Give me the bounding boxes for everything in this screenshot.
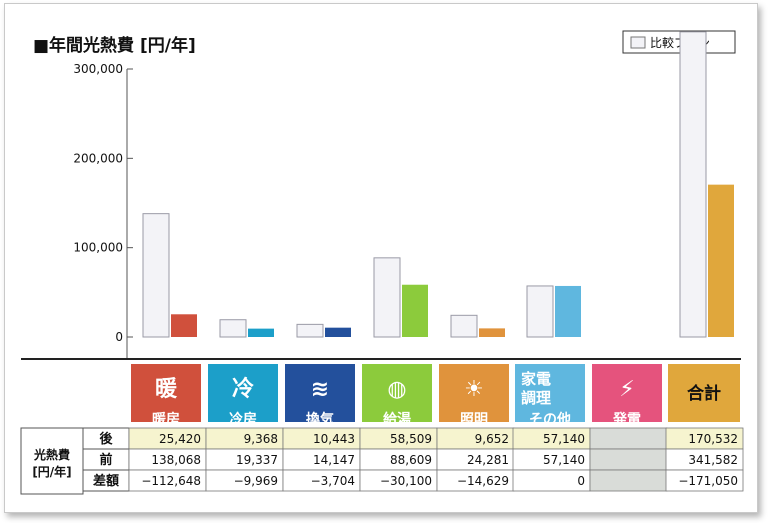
table-cell-value: 341,582 [688, 453, 738, 467]
row-label: 後 [99, 431, 113, 447]
icon-glyph: ≋ [311, 377, 329, 402]
table-cell-value: −14,629 [457, 474, 509, 488]
legend: 比較プラン [622, 30, 736, 54]
icon-glyph: ◍ [387, 377, 406, 402]
icon-bg [208, 364, 278, 422]
bars [142, 31, 734, 338]
y-tick-label: 100,000 [73, 241, 123, 255]
total-label: 合計 [687, 383, 721, 404]
bar-actual-2 [325, 327, 351, 337]
icon-sub-label: 照明 [460, 412, 488, 428]
table-cell-value: 0 [577, 474, 585, 488]
icon-bg [439, 364, 509, 422]
table-cell-value: 57,140 [543, 432, 585, 446]
energy-cost-chart: ■年間光熱費 [円/年] 比較プラン 0 100,000 200,000 300,00… [20, 30, 744, 495]
legend-box [622, 30, 736, 54]
table-cell-value: −9,969 [234, 474, 278, 488]
icon-sub-label: その他 [529, 411, 571, 428]
bar-compare-5 [526, 285, 554, 338]
cost-table: 光熱費 [円/年] 後 25,420 9,368 10,443 58,509 9,652 57,… [20, 427, 744, 495]
legend-swatch [630, 36, 646, 49]
table-cell-value: −3,704 [311, 474, 355, 488]
table-cell [589, 448, 668, 471]
table-row: 前 138,068 19,337 14,147 88,609 24,281 57,140 34… [82, 448, 744, 471]
table-cell-value: −30,100 [380, 474, 432, 488]
side-header-cell [20, 427, 84, 495]
total-bg [668, 364, 740, 422]
icon-sub-label: 給湯 [383, 411, 411, 428]
icon-bg [362, 364, 432, 422]
table-cell-value: −171,050 [678, 474, 738, 488]
table-cell-value: −112,648 [141, 474, 201, 488]
y-tick-label: 0 [115, 330, 123, 344]
table-cell-value: 10,443 [313, 432, 355, 446]
bar-compare-0 [142, 213, 170, 338]
hot-water-icon: ◍ 給湯 [362, 364, 432, 428]
row-label: 前 [99, 452, 112, 468]
table-cell [589, 427, 668, 450]
generation-icon: ⚡ 発電 [592, 364, 662, 428]
bar-actual-1 [248, 328, 274, 337]
bar-actual-5 [555, 285, 581, 337]
bar-actual-3 [402, 284, 428, 337]
table-cell-value: 19,337 [236, 453, 278, 467]
icon-sub-label: 冷房 [229, 411, 257, 428]
heating-icon: 暖暖房 [131, 364, 201, 428]
table-cell [665, 469, 744, 492]
bar-compare-1 [219, 319, 247, 338]
icon-label: 調理 [521, 389, 551, 407]
bar-actual-7 [708, 184, 734, 337]
icon-glyph: 暖 [155, 377, 178, 402]
chart-panel: ■年間光熱費 [円/年] 比較プラン 0 100,000 200,000 300,00… [4, 3, 758, 513]
icon-label: 家電 [521, 370, 551, 388]
y-tick-label: 300,000 [73, 62, 123, 76]
icon-bg [285, 364, 355, 422]
table-cell-value: 9,368 [244, 432, 278, 446]
cooling-icon: 冷冷房 [208, 364, 278, 428]
table-cell-value: 25,420 [159, 432, 201, 446]
icon-glyph: 冷 [232, 376, 254, 402]
icon-bg [131, 364, 201, 422]
ventilation-icon: ≋ 換気 [285, 364, 355, 428]
table-cell-value: 24,281 [467, 453, 509, 467]
table-row: 後 25,420 9,368 10,443 58,509 9,652 57,140 170,5… [82, 427, 744, 450]
table-cell-value: 9,652 [475, 432, 509, 446]
table-cell [589, 469, 668, 492]
table-cell-value: 14,147 [313, 453, 355, 467]
table-cell-value: 170,532 [688, 432, 738, 446]
total-header: 合計 [668, 364, 740, 422]
bar-actual-4 [479, 328, 505, 337]
bar-actual-0 [171, 314, 197, 337]
bar-compare-3 [373, 257, 401, 338]
icon-sub-label: 換気 [306, 411, 334, 428]
icon-bg [592, 364, 662, 422]
lighting-icon: ☀ 照明 [439, 364, 509, 428]
icon-glyph: ☀ [464, 377, 484, 402]
table-cell-value: 57,140 [543, 453, 585, 467]
table-row: 差額 −112,648 −9,969 −3,704 −30,100 −14,629 0 −17… [82, 469, 744, 492]
icon-sub-label: 暖房 [152, 411, 180, 428]
table-cell-value: 58,509 [390, 432, 432, 446]
y-tick-label: 200,000 [73, 151, 123, 165]
side-header-label: 光熱費 [33, 447, 70, 462]
bar-compare-2 [296, 323, 324, 338]
icon-bg [515, 364, 585, 422]
icon-sub-label: 発電 [612, 411, 641, 428]
bar-compare-4 [450, 314, 478, 338]
table-cell-value: 88,609 [390, 453, 432, 467]
chart-title: ■年間光熱費 [円/年] [33, 35, 196, 56]
icon-glyph: ⚡ [619, 377, 634, 402]
table-cell-value: 138,068 [151, 453, 201, 467]
side-header-unit: [円/年] [32, 464, 71, 479]
row-label: 差額 [93, 473, 119, 489]
y-axis: 0 100,000 200,000 300,000 [73, 62, 133, 344]
bar-compare-7 [679, 31, 707, 338]
